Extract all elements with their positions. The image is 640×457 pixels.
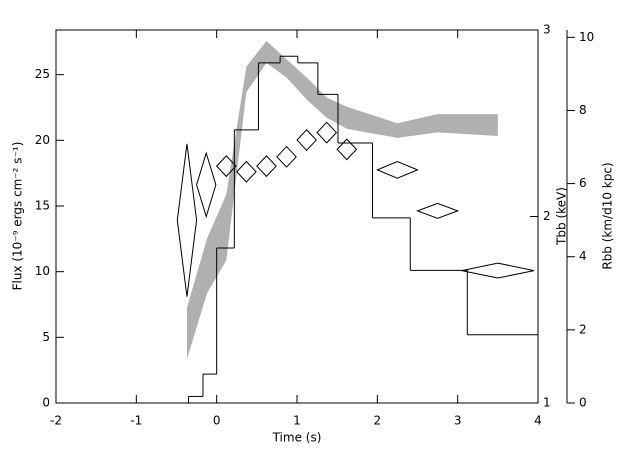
temperature-diamond (236, 160, 257, 183)
y3-tick-label: 6 (579, 176, 587, 190)
y2-tick-label: 2 (543, 209, 551, 223)
temperature-diamond (296, 129, 317, 152)
x-tick-label: 2 (374, 414, 382, 428)
temperature-diamond (276, 145, 297, 168)
x-axis-label: Time (s) (272, 431, 322, 445)
temperature-diamond (336, 138, 358, 161)
y3-tick-label: 8 (579, 103, 587, 117)
y-tick-label: 15 (35, 198, 50, 212)
temperature-diamond (376, 160, 419, 179)
y2-tick-label: 3 (543, 23, 551, 37)
temperature-diamond (461, 262, 535, 279)
temperature-diamond (215, 155, 237, 178)
temperature-diamond (196, 151, 217, 219)
y3-axis-label: Rbb (km/d10 kpc) (601, 162, 615, 269)
y3-tick-label: 2 (579, 322, 587, 336)
x-tick-label: 0 (213, 414, 221, 428)
y-tick-label: 25 (35, 67, 50, 81)
y2-axis-label: Tbb (keV) (555, 187, 569, 246)
temperature-diamond (256, 155, 277, 178)
y-tick-label: 20 (35, 133, 50, 147)
y-tick-label: 10 (35, 264, 50, 278)
temperature-diamond (316, 121, 338, 144)
y2-tick-label: 1 (543, 396, 551, 410)
y3-tick-label: 4 (579, 249, 587, 263)
radius-band (186, 40, 498, 360)
y3-tick-label: 0 (579, 396, 587, 410)
temperature-diamond (176, 143, 198, 297)
y-tick-label: 0 (42, 396, 50, 410)
temperature-diamond (416, 202, 460, 219)
x-tick-label: -2 (50, 414, 62, 428)
x-tick-label: 3 (454, 414, 462, 428)
y3-tick-label: 10 (579, 30, 594, 44)
x-tick-label: -1 (130, 414, 142, 428)
y-axis-label: Flux (10⁻⁹ ergs cm⁻² s⁻¹) (11, 142, 25, 291)
x-tick-label: 4 (534, 414, 542, 428)
x-tick-label: 1 (293, 414, 301, 428)
y-tick-label: 5 (42, 330, 50, 344)
